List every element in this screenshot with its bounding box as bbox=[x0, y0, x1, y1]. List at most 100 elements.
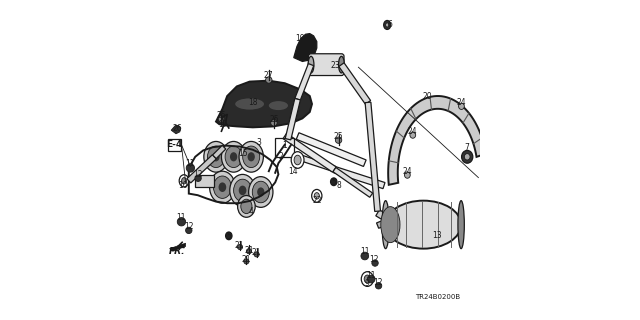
Text: 21: 21 bbox=[244, 246, 253, 255]
Ellipse shape bbox=[381, 207, 400, 243]
Ellipse shape bbox=[237, 196, 255, 217]
Circle shape bbox=[244, 259, 249, 264]
Text: 11: 11 bbox=[177, 213, 186, 222]
Circle shape bbox=[361, 252, 369, 260]
Text: 25: 25 bbox=[216, 111, 227, 120]
Polygon shape bbox=[187, 155, 216, 183]
Text: 2: 2 bbox=[278, 152, 284, 161]
Text: 27: 27 bbox=[264, 71, 274, 80]
Ellipse shape bbox=[243, 146, 260, 168]
Polygon shape bbox=[296, 133, 366, 166]
Polygon shape bbox=[388, 96, 486, 185]
Ellipse shape bbox=[214, 176, 232, 198]
Text: 25: 25 bbox=[269, 115, 279, 124]
Ellipse shape bbox=[312, 189, 322, 202]
Text: 11: 11 bbox=[367, 271, 376, 280]
Ellipse shape bbox=[461, 150, 473, 163]
Text: 11: 11 bbox=[360, 247, 369, 256]
Polygon shape bbox=[365, 102, 380, 212]
Text: 7: 7 bbox=[465, 143, 470, 152]
Ellipse shape bbox=[382, 201, 389, 249]
Ellipse shape bbox=[239, 141, 264, 172]
Text: 24: 24 bbox=[456, 98, 467, 107]
Polygon shape bbox=[376, 210, 387, 220]
Polygon shape bbox=[216, 81, 312, 127]
Ellipse shape bbox=[458, 103, 465, 109]
Ellipse shape bbox=[465, 154, 470, 160]
Ellipse shape bbox=[226, 232, 232, 240]
Polygon shape bbox=[295, 64, 314, 100]
Ellipse shape bbox=[458, 201, 465, 249]
Text: 12: 12 bbox=[370, 255, 379, 264]
Polygon shape bbox=[170, 243, 186, 251]
Circle shape bbox=[266, 77, 272, 83]
Circle shape bbox=[375, 283, 381, 289]
Ellipse shape bbox=[182, 178, 186, 184]
Polygon shape bbox=[294, 34, 317, 61]
Ellipse shape bbox=[291, 152, 304, 168]
Ellipse shape bbox=[331, 178, 337, 186]
Circle shape bbox=[177, 218, 186, 226]
Circle shape bbox=[246, 249, 252, 254]
Ellipse shape bbox=[230, 174, 255, 206]
Text: 11: 11 bbox=[186, 159, 195, 168]
Polygon shape bbox=[339, 63, 371, 104]
Text: 4: 4 bbox=[249, 207, 253, 216]
Text: 21: 21 bbox=[242, 255, 251, 264]
Ellipse shape bbox=[404, 172, 410, 178]
Text: 21: 21 bbox=[235, 241, 244, 250]
Text: 13: 13 bbox=[432, 231, 442, 240]
Circle shape bbox=[237, 244, 243, 250]
Text: 25: 25 bbox=[333, 132, 344, 140]
Polygon shape bbox=[195, 175, 214, 187]
Ellipse shape bbox=[384, 20, 390, 29]
Ellipse shape bbox=[204, 141, 228, 172]
Polygon shape bbox=[212, 145, 226, 159]
Text: 12: 12 bbox=[184, 222, 193, 231]
Ellipse shape bbox=[385, 201, 461, 249]
Text: 17: 17 bbox=[218, 120, 228, 129]
Text: 19: 19 bbox=[294, 34, 305, 43]
Ellipse shape bbox=[269, 101, 288, 110]
Ellipse shape bbox=[236, 99, 264, 109]
Ellipse shape bbox=[308, 56, 314, 73]
Text: 24: 24 bbox=[403, 167, 412, 176]
Ellipse shape bbox=[239, 186, 246, 195]
Text: 12: 12 bbox=[193, 170, 202, 179]
Circle shape bbox=[195, 175, 201, 181]
Polygon shape bbox=[333, 166, 385, 189]
Ellipse shape bbox=[249, 177, 273, 207]
Text: 26: 26 bbox=[173, 124, 182, 132]
Text: 5: 5 bbox=[227, 232, 231, 241]
Ellipse shape bbox=[252, 181, 269, 203]
Ellipse shape bbox=[207, 146, 225, 168]
Polygon shape bbox=[333, 167, 372, 197]
Text: 24: 24 bbox=[408, 127, 418, 136]
Circle shape bbox=[335, 137, 342, 143]
Ellipse shape bbox=[248, 152, 255, 161]
Polygon shape bbox=[297, 154, 335, 172]
Ellipse shape bbox=[314, 193, 319, 199]
Ellipse shape bbox=[225, 146, 242, 168]
Ellipse shape bbox=[230, 152, 237, 161]
Ellipse shape bbox=[212, 152, 220, 161]
Text: 15: 15 bbox=[237, 149, 248, 158]
Text: 22: 22 bbox=[312, 196, 321, 204]
Text: 5: 5 bbox=[332, 178, 336, 187]
Ellipse shape bbox=[339, 56, 344, 73]
Polygon shape bbox=[283, 133, 336, 172]
Ellipse shape bbox=[294, 155, 301, 165]
Ellipse shape bbox=[219, 182, 227, 192]
Polygon shape bbox=[172, 125, 181, 134]
Circle shape bbox=[254, 252, 259, 257]
Text: 23: 23 bbox=[330, 61, 340, 70]
Ellipse shape bbox=[385, 23, 389, 27]
Text: 14: 14 bbox=[288, 167, 298, 176]
Text: 10: 10 bbox=[178, 181, 188, 190]
Circle shape bbox=[372, 260, 378, 266]
Ellipse shape bbox=[221, 141, 246, 172]
Ellipse shape bbox=[364, 275, 371, 283]
Ellipse shape bbox=[257, 188, 264, 196]
Text: 9: 9 bbox=[365, 279, 369, 288]
Ellipse shape bbox=[210, 171, 236, 203]
